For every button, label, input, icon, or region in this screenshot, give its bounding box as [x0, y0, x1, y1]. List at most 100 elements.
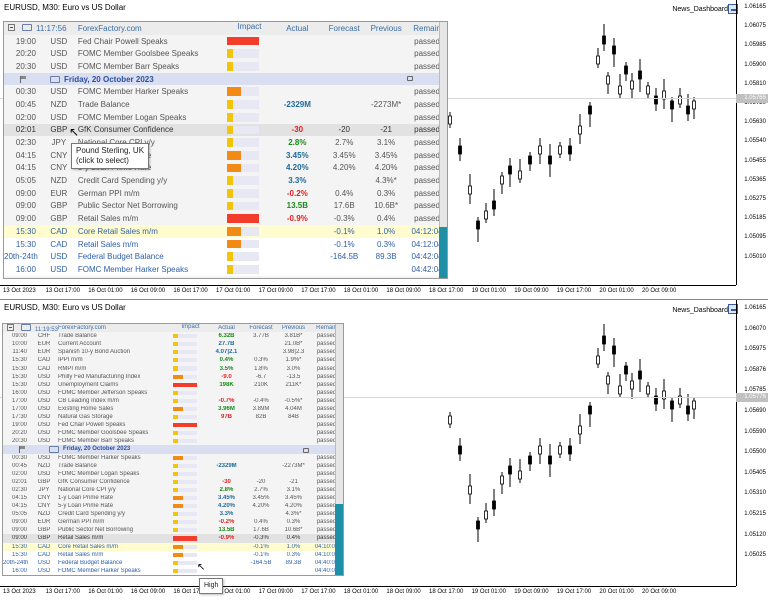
event-title[interactable]: Credit Card Spending y/y: [58, 511, 126, 518]
event-row[interactable]: 20th-24th USD Federal Budget Balance -164.5…: [3, 558, 343, 567]
impact-indicator[interactable]: [173, 510, 208, 518]
column-header-actual[interactable]: Actual: [218, 325, 235, 332]
impact-indicator[interactable]: [227, 149, 271, 162]
event-row[interactable]: 05:05 NZD Credit Card Spending y/y 3.3% 4.3%…: [3, 510, 343, 518]
event-currency[interactable]: USD: [50, 61, 68, 71]
event-row[interactable]: 09:00 CHF Trade Balance 6.32B 3.77B 3.81B* pas…: [3, 332, 343, 340]
event-row[interactable]: 15:30 USD Unemployment Claims 198K 210K 211K*…: [3, 381, 343, 389]
impact-indicator[interactable]: [227, 200, 271, 213]
event-row[interactable]: 16:00 USD FOMC Member Jefferson Speaks pass…: [3, 389, 343, 397]
event-currency[interactable]: USD: [50, 252, 68, 262]
event-row[interactable]: 02:01 GBP GfK Consumer Confidence -30 -20 -21…: [3, 478, 343, 486]
event-currency[interactable]: USD: [37, 405, 51, 412]
scrollbar-thumb[interactable]: [335, 504, 343, 575]
event-row[interactable]: 09:00 GBP Retail Sales m/m -0.9% -0.3% 0.4% pa…: [3, 534, 343, 543]
flag-icon[interactable]: [19, 445, 25, 453]
event-title[interactable]: 1-y Loan Prime Rate: [58, 495, 114, 502]
impact-indicator[interactable]: [173, 364, 208, 372]
event-title[interactable]: FOMC Member Harker Speaks: [58, 567, 141, 574]
impact-indicator[interactable]: [227, 174, 271, 187]
event-title[interactable]: FOMC Member Goolsbee Speaks: [77, 49, 199, 59]
event-row[interactable]: 00:45 NZD Trade Balance -2329M -2273M* passed: [4, 98, 447, 111]
impact-indicator[interactable]: [227, 263, 271, 276]
impact-indicator[interactable]: [173, 567, 208, 575]
event-currency[interactable]: CAD: [37, 551, 51, 558]
event-title[interactable]: CB Leading Index m/m: [58, 397, 120, 404]
impact-indicator[interactable]: [173, 373, 208, 381]
event-title[interactable]: RMPI m/m: [58, 365, 87, 372]
event-title[interactable]: Existing Home Sales: [58, 405, 114, 412]
event-currency[interactable]: USD: [50, 264, 68, 274]
impact-indicator[interactable]: [173, 437, 208, 445]
event-title[interactable]: Public Sector Net Borrowing: [58, 527, 134, 534]
event-row[interactable]: 17:30 USD Natural Gas Storage 97B 82B 84B pass…: [3, 413, 343, 421]
event-title[interactable]: Public Sector Net Borrowing: [77, 201, 178, 211]
event-currency[interactable]: GBP: [37, 527, 51, 534]
event-row[interactable]: 02:01 GBP GfK Consumer Confidence -30 -20 -21…: [4, 123, 447, 137]
impact-indicator[interactable]: [173, 356, 208, 364]
event-row[interactable]: 02:00 USD FOMC Member Logan Speaks passed: [3, 470, 343, 478]
folder-icon[interactable]: [22, 23, 32, 31]
event-row[interactable]: 17:00 USD Existing Home Sales 3.96M 3.89M 4.0…: [3, 405, 343, 413]
event-title[interactable]: FOMC Member Logan Speaks: [58, 470, 140, 477]
folder-icon[interactable]: [49, 445, 59, 453]
event-title[interactable]: Current Account: [58, 341, 102, 348]
scrollbar-thumb[interactable]: [439, 227, 447, 278]
impact-indicator[interactable]: [173, 413, 208, 421]
column-header-impact[interactable]: Impact: [237, 22, 262, 31]
event-currency[interactable]: CNY: [50, 163, 68, 173]
impact-indicator[interactable]: [227, 136, 271, 149]
impact-indicator[interactable]: [173, 559, 208, 567]
event-row[interactable]: 02:30 JPY National Core CPI y/y 2.8% 2.7% 3.1…: [4, 136, 447, 149]
impact-indicator[interactable]: [173, 543, 208, 551]
impact-indicator[interactable]: [227, 124, 271, 137]
event-title[interactable]: GfK Consumer Confidence: [77, 125, 174, 135]
event-title[interactable]: Federal Budget Balance: [58, 559, 123, 566]
event-title[interactable]: FOMC Member Logan Speaks: [77, 112, 187, 122]
column-header-remain[interactable]: Remain: [413, 23, 441, 33]
impact-indicator[interactable]: [227, 98, 271, 111]
dashboard-toggle-icon[interactable]: [728, 304, 738, 314]
event-currency[interactable]: GBP: [37, 535, 51, 542]
event-currency[interactable]: EUR: [37, 341, 51, 348]
impact-indicator[interactable]: [173, 551, 208, 559]
impact-indicator[interactable]: [173, 389, 208, 397]
impact-indicator[interactable]: [173, 470, 208, 478]
impact-indicator[interactable]: [173, 397, 208, 405]
header-controls[interactable]: 11:19:53: [3, 324, 58, 333]
event-currency[interactable]: USD: [37, 438, 51, 445]
event-title[interactable]: Natural Gas Storage: [58, 414, 113, 421]
impact-indicator[interactable]: [227, 238, 271, 251]
event-currency[interactable]: USD: [37, 567, 51, 574]
event-title[interactable]: FOMC Member Harker Speaks: [77, 264, 189, 274]
event-currency[interactable]: CAD: [50, 239, 68, 249]
event-title[interactable]: Retail Sales m/m: [58, 535, 104, 542]
event-currency[interactable]: CAD: [37, 357, 51, 364]
impact-indicator[interactable]: [173, 518, 208, 526]
event-currency[interactable]: USD: [50, 112, 68, 122]
source-link[interactable]: ForexFactory.com: [77, 23, 142, 33]
chart-window-bottom[interactable]: EURUSD, M30: Euro vs US Dollar News_Dash…: [0, 300, 768, 600]
event-row[interactable]: 04:15 CNY 1-y Loan Prime Rate 3.45% 3.45% 3.4…: [3, 494, 343, 502]
event-title[interactable]: IPPI m/m: [58, 357, 83, 364]
event-title[interactable]: Core Retail Sales m/m: [58, 543, 119, 550]
event-title[interactable]: Philly Fed Manufacturing Index: [58, 373, 141, 380]
event-row[interactable]: 11:40 EUR Spanish 10-y Bond Auction 4.07|2.…: [3, 348, 343, 356]
event-row[interactable]: 20th-24th USD Federal Budget Balance -164.5…: [4, 250, 447, 264]
event-title[interactable]: Retail Sales m/m: [77, 214, 139, 224]
event-title[interactable]: German PPI m/m: [77, 188, 140, 198]
column-header-forecast[interactable]: Forecast: [328, 23, 360, 33]
event-title[interactable]: Fed Chair Powell Speaks: [77, 36, 168, 46]
impact-indicator[interactable]: [173, 340, 208, 348]
event-row[interactable]: 09:00 EUR German PPI m/m -0.2% 0.4% 0.3% passe…: [3, 518, 343, 526]
event-title[interactable]: Fed Chair Powell Speaks: [58, 422, 126, 429]
event-row[interactable]: 19:00 USD Fed Chair Powell Speaks passed: [4, 35, 447, 48]
event-title[interactable]: FOMC Member Jefferson Speaks: [58, 389, 148, 396]
event-currency[interactable]: USD: [37, 430, 51, 437]
impact-indicator[interactable]: [173, 502, 208, 510]
event-row[interactable]: 15:30 CAD IPPI m/m 0.4% 0.3% 1.9%* passed: [3, 356, 343, 364]
event-currency[interactable]: GBP: [50, 125, 68, 135]
event-currency[interactable]: USD: [37, 389, 51, 396]
event-row[interactable]: 00:45 NZD Trade Balance -2329M -2273M* passed: [3, 462, 343, 470]
impact-indicator[interactable]: [173, 332, 208, 340]
